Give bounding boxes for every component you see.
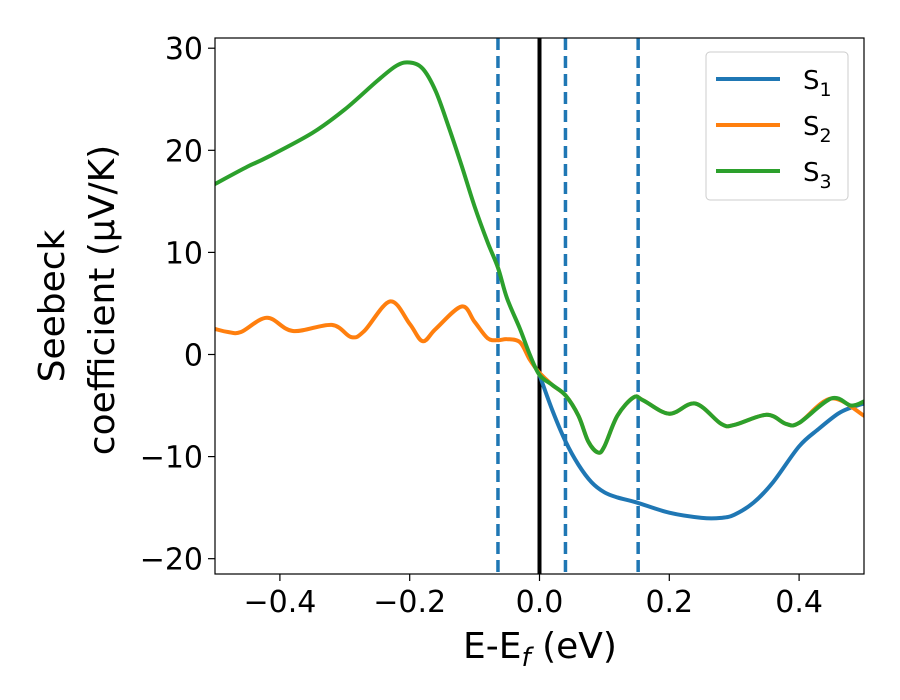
y-axis-label-line1: Seebeck — [32, 229, 73, 382]
series-line-s3 — [215, 60, 864, 455]
vertical-marker-lines — [496, 38, 640, 574]
legend: S1 S2 S3 — [705, 51, 849, 201]
y-tick-label: 0 — [184, 338, 203, 373]
y-tick-label: 10 — [165, 236, 203, 271]
legend-label-s2: S2 — [803, 112, 832, 147]
y-axis-ticks: −20 −10 0 10 20 30 — [140, 32, 215, 578]
y-tick-label: −20 — [140, 543, 203, 578]
x-tick-label: 0.4 — [775, 585, 823, 620]
legend-label-s3: S3 — [803, 158, 832, 193]
y-axis-label-line2: coefficient (μV/K) — [82, 145, 123, 455]
x-tick-label: 0.2 — [645, 585, 693, 620]
y-tick-label: 30 — [165, 32, 203, 67]
y-tick-label: 20 — [165, 134, 203, 169]
series-lines — [215, 60, 864, 521]
x-tick-label: −0.4 — [243, 585, 316, 620]
x-tick-label: 0.0 — [516, 585, 564, 620]
x-axis-ticks: −0.4 −0.2 0.0 0.2 0.4 — [243, 574, 823, 620]
legend-label-s1: S1 — [803, 66, 832, 101]
series-line-s1 — [537, 372, 864, 521]
x-axis-label: E-Ef (eV) — [463, 626, 617, 673]
x-tick-label: −0.2 — [373, 585, 446, 620]
y-tick-label: −10 — [140, 441, 203, 476]
y-axis-label: Seebeck coefficient (μV/K) — [32, 145, 123, 455]
